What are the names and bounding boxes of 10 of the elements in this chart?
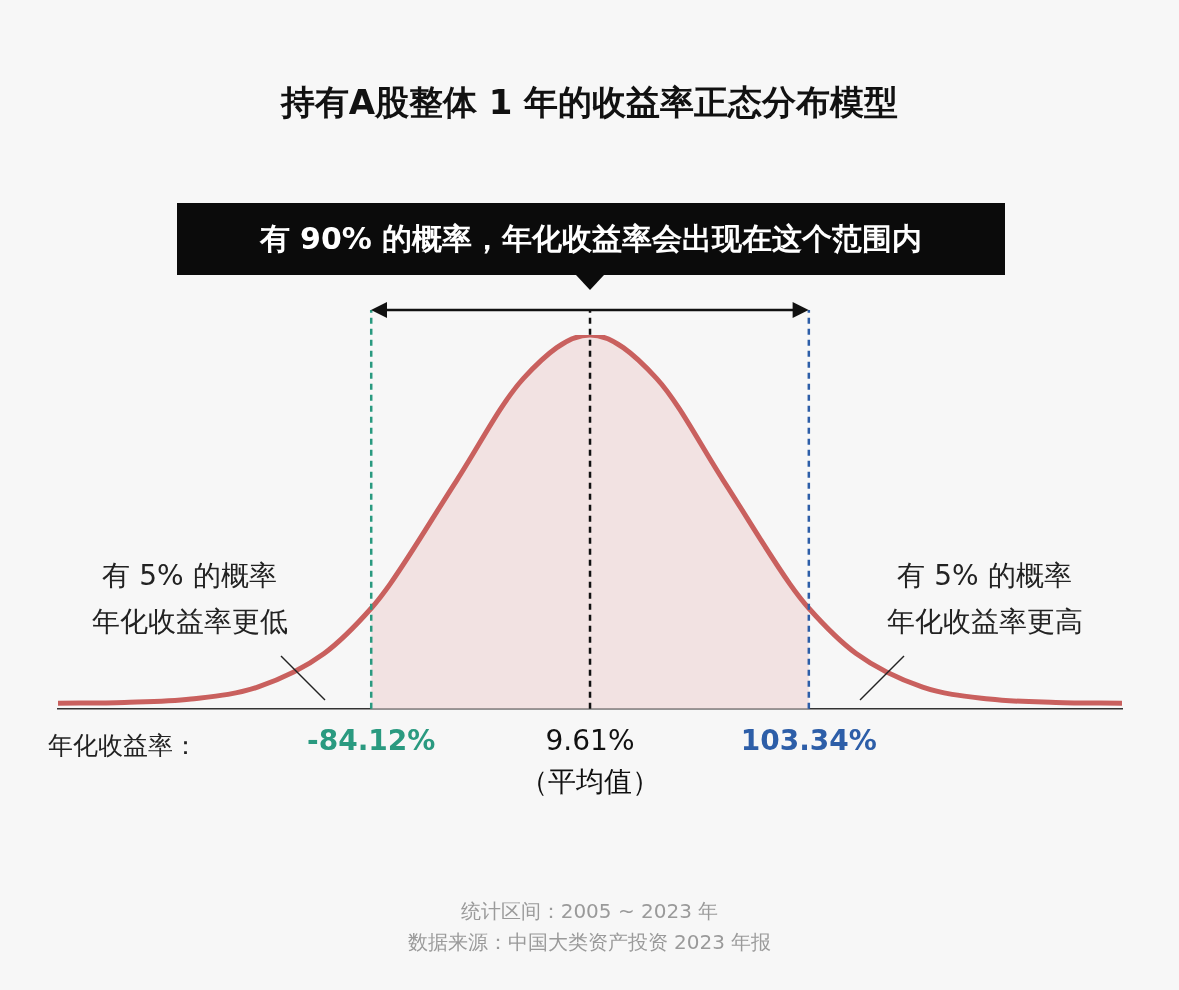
x-tick-label: -84.12%	[307, 724, 436, 758]
source-note: 数据来源：中国大类资产投资 2023 年报	[406, 929, 773, 956]
annotation: 有 5% 的概率年化收益率更低	[90, 558, 289, 640]
annotation: 有 5% 的概率年化收益率更高	[885, 558, 1084, 640]
text: 统计区间：2005 ~ 2023 年	[459, 898, 720, 925]
x-tick-label: 9.61% （平均值）	[520, 724, 661, 798]
chart-title: 持有A股整体 1 年的收益率正态分布模型	[279, 81, 900, 124]
x-axis-title: 年化收益率：	[48, 729, 198, 762]
text: 有 90% 的概率，年化收益率会出现在这个范围内	[177, 203, 1005, 275]
x-tick-label: 103.34%	[740, 724, 877, 758]
